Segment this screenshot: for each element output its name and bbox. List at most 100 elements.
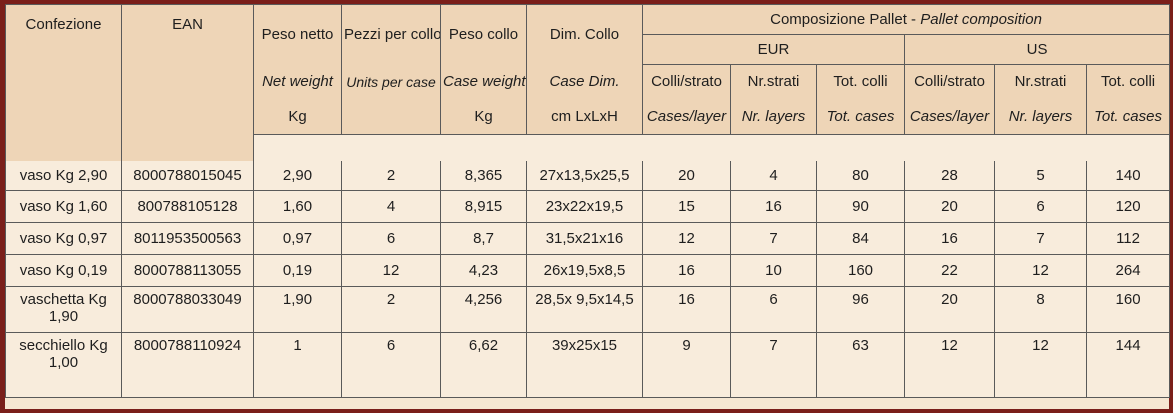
cell-us-tot-colli: 144 xyxy=(1085,332,1171,398)
cell-us-nr-strati: 12 xyxy=(994,254,1087,287)
cell-confezione: vaso Kg 0,97 xyxy=(5,222,122,255)
pallet-title-it: Composizione Pallet xyxy=(770,11,907,28)
header-peso-collo-en: Case weight xyxy=(440,64,527,99)
cell-us-nr-strati: 6 xyxy=(994,190,1087,223)
document-sheet: Confezione EAN Peso netto Pezzi per coll… xyxy=(5,4,1171,409)
cell-us-colli-strato: 12 xyxy=(904,332,995,398)
header-ean-label: EAN xyxy=(172,16,203,33)
cell-eur-tot-colli: 96 xyxy=(816,286,905,333)
header-peso-netto-en: Net weight xyxy=(253,64,342,99)
header-us-nr-layers: Nr. layers xyxy=(994,98,1087,135)
cell-us-tot-colli: 112 xyxy=(1085,222,1171,255)
header-us-colli-strato: Colli/strato xyxy=(904,64,995,99)
cell-dim: 31,5x21x16 xyxy=(526,222,643,255)
cell-ean: 8000788015045 xyxy=(121,160,254,191)
cell-ean: 8000788110924 xyxy=(121,332,254,398)
cell-peso-netto: 0,97 xyxy=(253,222,342,255)
header-eur-cases-layer: Cases/layer xyxy=(642,98,731,135)
cell-us-colli-strato: 22 xyxy=(904,254,995,287)
cell-peso-netto: 1,60 xyxy=(253,190,342,223)
cell-us-tot-colli: 140 xyxy=(1085,160,1171,191)
cell-peso-collo: 4,23 xyxy=(440,254,527,287)
header-us-tot-colli: Tot. colli xyxy=(1085,64,1171,99)
header-group-us: US xyxy=(903,34,1171,65)
cell-peso-collo: 8,7 xyxy=(440,222,527,255)
cell-us-nr-strati: 12 xyxy=(994,332,1087,398)
cell-eur-colli-strato: 12 xyxy=(642,222,731,255)
cell-eur-tot-colli: 90 xyxy=(816,190,905,223)
table-row: vaso Kg 1,60 800788105128 1,60 4 8,915 2… xyxy=(5,190,1171,223)
cell-us-tot-colli: 120 xyxy=(1085,190,1171,223)
table-row: vaso Kg 0,19 8000788113055 0,19 12 4,23 … xyxy=(5,254,1171,287)
cell-peso-collo: 8,365 xyxy=(440,160,527,191)
cell-eur-nr-strati: 7 xyxy=(730,332,817,398)
header-group-eur: EUR xyxy=(642,34,905,65)
cell-dim: 23x22x19,5 xyxy=(526,190,643,223)
cell-confezione: vaso Kg 1,60 xyxy=(5,190,122,223)
cell-us-tot-colli: 264 xyxy=(1085,254,1171,287)
cell-dim: 39x25x15 xyxy=(526,332,643,398)
header-eur-tot-colli: Tot. colli xyxy=(816,64,905,99)
body-spacer xyxy=(252,134,1171,161)
cell-eur-tot-colli: 160 xyxy=(816,254,905,287)
cell-dim: 26x19,5x8,5 xyxy=(526,254,643,287)
cell-pezzi: 2 xyxy=(341,160,441,191)
table-row: vaso Kg 2,90 8000788015045 2,90 2 8,365 … xyxy=(5,160,1171,191)
cell-ean: 8011953500563 xyxy=(121,222,254,255)
cell-pezzi: 6 xyxy=(341,222,441,255)
cell-ean: 800788105128 xyxy=(121,190,254,223)
header-us-tot-cases: Tot. cases xyxy=(1085,98,1171,135)
cell-peso-collo: 8,915 xyxy=(440,190,527,223)
header-eur-colli-strato: Colli/strato xyxy=(642,64,731,99)
cell-pezzi: 4 xyxy=(341,190,441,223)
cell-eur-tot-colli: 63 xyxy=(816,332,905,398)
header-peso-collo-unit: Kg xyxy=(440,98,527,135)
header-dim-en: Case Dim. xyxy=(526,64,643,99)
header-us-cases-layer: Cases/layer xyxy=(904,98,995,135)
header-pezzi-it: Pezzi per collo xyxy=(341,4,441,65)
cell-eur-colli-strato: 16 xyxy=(642,254,731,287)
cell-eur-nr-strati: 6 xyxy=(730,286,817,333)
table-row: vaso Kg 0,97 8011953500563 0,97 6 8,7 31… xyxy=(5,222,1171,255)
cell-confezione: vaso Kg 2,90 xyxy=(5,160,122,191)
header-eur-nr-layers: Nr. layers xyxy=(730,98,817,135)
cell-eur-nr-strati: 10 xyxy=(730,254,817,287)
cell-peso-netto: 1 xyxy=(253,332,342,398)
header-peso-netto-it: Peso netto xyxy=(253,4,342,65)
cell-pezzi: 12 xyxy=(341,254,441,287)
cell-confezione: vaschetta Kg 1,90 xyxy=(5,286,122,333)
header-pezzi-en: Units per case xyxy=(341,64,441,99)
table-row: secchiello Kg 1,00 8000788110924 1 6 6,6… xyxy=(5,332,1171,398)
header-confezione: Confezione xyxy=(5,4,122,161)
header-eur-tot-cases: Tot. cases xyxy=(816,98,905,135)
cell-peso-netto: 1,90 xyxy=(253,286,342,333)
cell-eur-colli-strato: 16 xyxy=(642,286,731,333)
cell-dim: 27x13,5x25,5 xyxy=(526,160,643,191)
cell-peso-netto: 0,19 xyxy=(253,254,342,287)
cell-eur-tot-colli: 84 xyxy=(816,222,905,255)
cell-eur-colli-strato: 20 xyxy=(642,160,731,191)
header-confezione-label: Confezione xyxy=(25,16,102,33)
cell-us-nr-strati: 7 xyxy=(994,222,1087,255)
cell-us-nr-strati: 8 xyxy=(994,286,1087,333)
pallet-title-en: Pallet composition xyxy=(920,11,1042,28)
header-ean: EAN xyxy=(121,4,254,161)
header-pallet-composition: Composizione Pallet - Pallet composition xyxy=(641,4,1171,35)
cell-dim: 28,5x 9,5x14,5 xyxy=(526,286,643,333)
cell-confezione: secchiello Kg 1,00 xyxy=(5,332,122,398)
cell-eur-colli-strato: 15 xyxy=(642,190,731,223)
cell-ean: 8000788033049 xyxy=(121,286,254,333)
cell-eur-nr-strati: 4 xyxy=(730,160,817,191)
cell-us-colli-strato: 20 xyxy=(904,286,995,333)
cell-pezzi: 6 xyxy=(341,332,441,398)
cell-confezione: vaso Kg 0,19 xyxy=(5,254,122,287)
header-peso-netto-unit: Kg xyxy=(253,98,342,135)
header-peso-collo-it: Peso collo xyxy=(440,4,527,65)
cell-us-colli-strato: 16 xyxy=(904,222,995,255)
cell-us-nr-strati: 5 xyxy=(994,160,1087,191)
cell-peso-collo: 6,62 xyxy=(440,332,527,398)
cell-ean: 8000788113055 xyxy=(121,254,254,287)
cell-eur-colli-strato: 9 xyxy=(642,332,731,398)
cell-peso-collo: 4,256 xyxy=(440,286,527,333)
cell-us-colli-strato: 20 xyxy=(904,190,995,223)
